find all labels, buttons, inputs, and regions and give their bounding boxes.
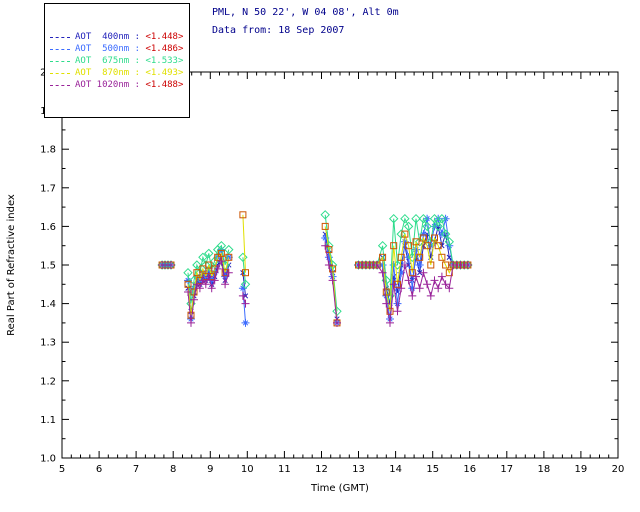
svg-text:1.4: 1.4 — [40, 299, 56, 310]
legend-series-value: <1.493> — [145, 68, 184, 78]
svg-text:1.6: 1.6 — [40, 222, 56, 233]
svg-text:15: 15 — [426, 464, 439, 475]
x-tick-labels: 5 6 7 8 9 10 11 12 13 14 15 16 17 18 19 20 — [59, 464, 625, 475]
svg-text:10: 10 — [241, 464, 254, 475]
legend-series-label: AOT 500nm : — [75, 44, 146, 54]
svg-text:1.0: 1.0 — [40, 454, 56, 465]
legend-item: AOT 1020nm : <1.488> — [50, 79, 183, 91]
y-axis-label: Real Part of Refractive index — [6, 194, 17, 336]
legend-item: AOT 870nm : <1.493> — [50, 67, 183, 79]
svg-text:1.3: 1.3 — [40, 338, 56, 349]
svg-text:1.8: 1.8 — [40, 145, 56, 156]
legend-line-sample-icon — [50, 72, 70, 74]
svg-text:12: 12 — [315, 464, 328, 475]
svg-text:17: 17 — [500, 464, 513, 475]
series-aot-1020nm — [158, 241, 472, 327]
series-aot-500nm — [158, 214, 472, 327]
legend: AOT 400nm : <1.448> AOT 500nm : <1.486> AO… — [44, 3, 191, 118]
series-aot-870nm — [158, 211, 472, 327]
plot-frame — [61, 71, 619, 459]
svg-text:1.2: 1.2 — [40, 376, 56, 387]
svg-text:1.7: 1.7 — [40, 183, 56, 194]
legend-series-label: AOT 400nm : — [75, 32, 146, 42]
legend-series-label: AOT 870nm : — [75, 68, 146, 78]
svg-text:8: 8 — [170, 464, 176, 475]
legend-series-label: AOT 1020nm : — [75, 80, 146, 90]
station-info: PML, N 50 22', W 04 08', Alt 0m — [212, 7, 399, 18]
svg-text:6: 6 — [96, 464, 102, 475]
svg-text:9: 9 — [207, 464, 213, 475]
legend-item: AOT 500nm : <1.486> — [50, 43, 183, 55]
svg-text:11: 11 — [278, 464, 291, 475]
svg-text:16: 16 — [463, 464, 476, 475]
x-axis-label: Time (GMT) — [310, 483, 369, 494]
legend-series-value: <1.448> — [145, 32, 184, 42]
legend-line-sample-icon — [50, 84, 70, 86]
axes-ticks — [61, 71, 619, 459]
svg-text:1.1: 1.1 — [40, 415, 56, 426]
legend-series-value: <1.533> — [145, 56, 184, 66]
svg-text:14: 14 — [389, 464, 402, 475]
legend-line-sample-icon — [50, 48, 70, 50]
data-date: Data from: 18 Sep 2007 — [212, 25, 345, 36]
legend-series-value: <1.488> — [145, 80, 184, 90]
svg-text:13: 13 — [352, 464, 365, 475]
legend-series-label: AOT 675nm : — [75, 56, 146, 66]
legend-line-sample-icon — [50, 60, 70, 62]
legend-item: AOT 400nm : <1.448> — [50, 31, 183, 43]
y-tick-labels: 1.01.11.21.31.41.51.61.71.81.92.0 — [40, 68, 56, 465]
svg-text:5: 5 — [59, 464, 65, 475]
svg-text:20: 20 — [612, 464, 625, 475]
legend-line-sample-icon — [50, 36, 70, 38]
legend-rows: AOT 400nm : <1.448> AOT 500nm : <1.486> AO… — [50, 31, 183, 91]
svg-text:19: 19 — [575, 464, 588, 475]
legend-series-value: <1.486> — [145, 44, 184, 54]
svg-text:7: 7 — [133, 464, 139, 475]
legend-item: AOT 675nm : <1.533> — [50, 55, 183, 67]
svg-text:1.5: 1.5 — [40, 261, 56, 272]
svg-text:18: 18 — [538, 464, 551, 475]
